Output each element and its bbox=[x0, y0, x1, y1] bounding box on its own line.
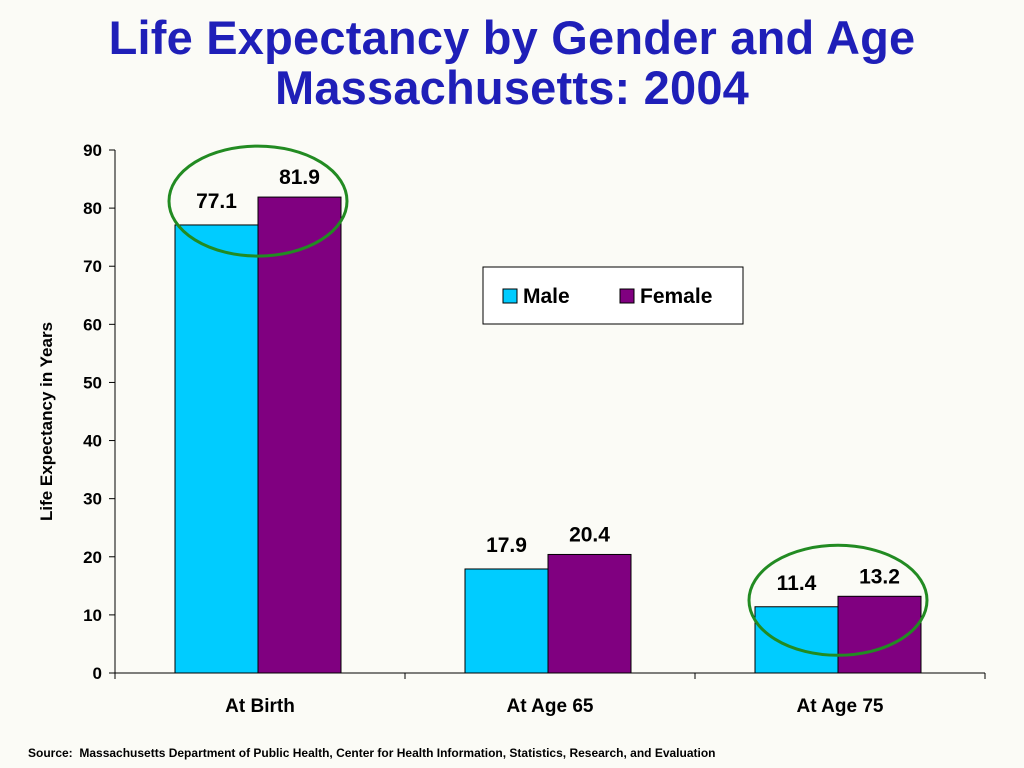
y-tick-label: 60 bbox=[83, 315, 102, 334]
male-legend-label: Male bbox=[523, 285, 570, 308]
source-note: Source: Massachusetts Department of Publ… bbox=[28, 746, 716, 760]
bar-chart: 0 10 20 30 40 50 60 70 80 90 Life Expectancy in Ye… bbox=[37, 141, 986, 717]
female-data-label: 81.9 bbox=[279, 166, 320, 189]
male-data-label: 77.1 bbox=[196, 190, 237, 213]
y-axis-label: Life Expectancy in Years bbox=[37, 322, 56, 521]
legend-box bbox=[482, 266, 744, 325]
y-tick-label: 70 bbox=[83, 257, 102, 276]
y-tick-label: 50 bbox=[83, 373, 102, 392]
y-tick-label: 0 bbox=[93, 664, 102, 683]
x-category-label: At Age 65 bbox=[507, 696, 594, 717]
y-tick-label: 40 bbox=[83, 432, 102, 451]
x-category-label: At Birth bbox=[225, 696, 295, 717]
male-legend-swatch bbox=[502, 288, 518, 304]
x-category-label: At Age 75 bbox=[797, 696, 884, 717]
female-data-label: 13.2 bbox=[859, 565, 900, 588]
female-data-label: 20.4 bbox=[569, 523, 610, 546]
male-data-label: 11.4 bbox=[777, 572, 817, 595]
y-tick-label: 10 bbox=[83, 606, 102, 625]
female-bar bbox=[257, 196, 342, 674]
y-tick-label: 80 bbox=[83, 199, 102, 218]
female-legend-label: Female bbox=[640, 285, 712, 308]
y-tick-label: 20 bbox=[83, 548, 102, 567]
female-bar bbox=[547, 553, 632, 674]
male-data-label: 17.9 bbox=[486, 534, 527, 557]
chart-title-line-1: Life Expectancy by Gender and Age bbox=[108, 11, 916, 64]
male-bar bbox=[464, 568, 549, 674]
y-tick-label: 90 bbox=[83, 141, 102, 160]
highlight-circle bbox=[167, 144, 349, 258]
highlight-circle bbox=[747, 543, 929, 657]
female-legend-swatch bbox=[619, 288, 635, 304]
y-tick-label: 30 bbox=[83, 490, 102, 509]
male-bar bbox=[754, 606, 839, 674]
chart-title-line-2: Massachusetts: 2004 bbox=[274, 61, 750, 114]
male-bar bbox=[174, 224, 259, 674]
